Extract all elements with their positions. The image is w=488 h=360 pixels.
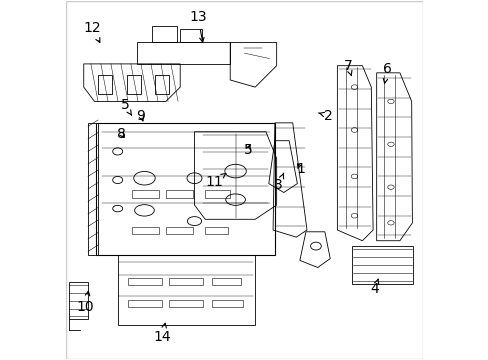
Bar (96, 123, 274, 255)
Bar (126, 75, 141, 94)
Bar (169, 300, 203, 307)
Bar (128, 300, 162, 307)
Bar (180, 29, 201, 42)
Text: 11: 11 (205, 173, 225, 189)
Text: 12: 12 (84, 21, 102, 42)
Text: 5: 5 (243, 143, 252, 157)
Bar (169, 278, 203, 285)
Text: 14: 14 (153, 323, 171, 344)
Bar (132, 227, 159, 234)
Bar (205, 227, 228, 234)
Bar (212, 278, 241, 285)
Bar (128, 278, 162, 285)
Text: 3: 3 (273, 173, 283, 192)
Bar (165, 227, 192, 234)
Text: 5: 5 (120, 98, 131, 115)
Bar (165, 190, 192, 198)
Bar (88, 123, 98, 255)
Text: 6: 6 (382, 62, 391, 83)
Text: 1: 1 (296, 162, 305, 176)
Bar (212, 300, 242, 307)
Bar (98, 75, 112, 94)
Text: 4: 4 (370, 279, 379, 296)
Text: 13: 13 (189, 10, 206, 42)
Bar (155, 75, 169, 94)
Text: 2: 2 (318, 109, 332, 123)
Text: 8: 8 (117, 127, 125, 140)
Text: 10: 10 (77, 291, 94, 314)
Text: 7: 7 (343, 59, 352, 76)
Bar (205, 190, 230, 198)
Text: 9: 9 (136, 109, 145, 123)
Bar (151, 26, 176, 42)
Bar (132, 190, 159, 198)
